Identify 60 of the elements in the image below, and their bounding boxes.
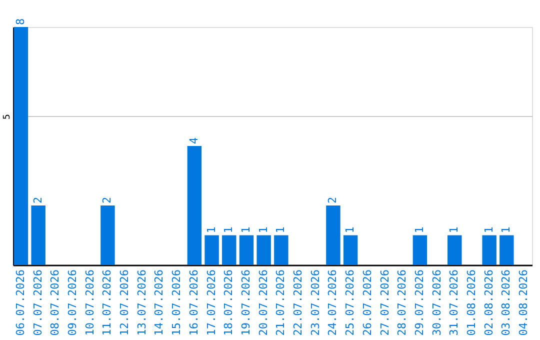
data-label: 1	[344, 226, 357, 234]
x-tick-label: 18.07.2026	[222, 270, 236, 336]
x-tick-label: 10.07.2026	[83, 270, 96, 336]
x-tick-label: 27.07.2026	[378, 270, 392, 336]
data-label: 1	[500, 226, 513, 234]
x-tick-label: 17.07.2026	[204, 270, 218, 336]
x-tick-label: 30.07.2026	[430, 270, 444, 336]
x-tick-label: 19.07.2026	[239, 270, 252, 336]
bar	[187, 146, 202, 265]
bar	[222, 235, 236, 265]
x-tick-label: 22.07.2026	[292, 270, 305, 336]
x-tick-label: 12.07.2026	[118, 270, 132, 336]
x-tick-label: 01.08.2026	[464, 270, 478, 336]
bar	[256, 235, 271, 265]
data-label: 1	[222, 226, 236, 234]
bar	[448, 235, 462, 265]
x-tick-label: 09.07.2026	[66, 270, 80, 336]
x-tick-label: 15.07.2026	[170, 270, 184, 336]
data-label: 1	[239, 226, 252, 234]
bar	[31, 206, 46, 265]
data-label: 2	[100, 196, 114, 204]
bar	[343, 235, 358, 265]
data-label: 1	[482, 226, 496, 234]
data-label: 4	[187, 137, 200, 144]
data-label: 2	[326, 196, 340, 204]
y-tick-label: 5	[2, 114, 12, 120]
bar	[274, 235, 288, 265]
x-tick-label: 21.07.2026	[274, 270, 288, 336]
bar	[100, 206, 115, 265]
x-tick-label: 28.07.2026	[396, 270, 409, 336]
x-tick-label: 02.08.2026	[482, 270, 496, 336]
x-tick-label: 11.07.2026	[100, 270, 114, 336]
data-label: 1	[412, 226, 426, 234]
data-label: 1	[448, 226, 461, 234]
x-tick-label: 07.07.2026	[31, 270, 44, 336]
x-tick-label: 29.07.2026	[412, 270, 426, 336]
bar	[239, 235, 254, 265]
x-tick-label: 20.07.2026	[256, 270, 270, 336]
x-tick-label: 06.07.2026	[14, 270, 27, 336]
x-tick-label: 25.07.2026	[344, 270, 357, 336]
x-tick-label: 14.07.2026	[152, 270, 166, 336]
data-label: 1	[274, 226, 288, 234]
data-label: 8	[14, 18, 27, 25]
bar	[500, 235, 514, 265]
x-tick-label: 08.07.2026	[48, 270, 62, 336]
x-tick-label: 13.07.2026	[135, 270, 148, 336]
x-tick-label: 23.07.2026	[308, 270, 322, 336]
bar	[204, 235, 219, 265]
x-tick-label: 16.07.2026	[187, 270, 200, 336]
x-tick-label: 31.07.2026	[448, 270, 461, 336]
bar	[326, 206, 340, 265]
bar	[412, 235, 428, 265]
data-label: 2	[31, 196, 44, 204]
x-tick-label: 26.07.2026	[360, 270, 374, 336]
x-tick-label: 03.08.2026	[500, 270, 513, 336]
x-tick-label: 04.08.2026	[517, 270, 530, 336]
data-label: 1	[204, 226, 218, 234]
data-label: 1	[256, 226, 270, 234]
x-tick-label: 24.07.2026	[326, 270, 340, 336]
bar	[482, 235, 496, 265]
